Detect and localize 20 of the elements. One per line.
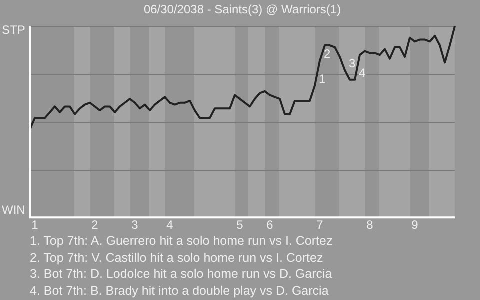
annotation: 1 [319, 72, 326, 86]
chart-title: 06/30/2038 - Saints(3) @ Warriors(1) [144, 2, 342, 17]
x-tick-label: 3 [132, 218, 139, 232]
x-tick-label: 6 [266, 218, 274, 232]
x-tick-label: 9 [412, 218, 419, 232]
text: WIN [2, 202, 26, 217]
text: 2. Top 7th: V. Castillo hit a solo home run vs I. Cortez [30, 250, 324, 266]
annotation: 4 [359, 66, 366, 80]
x-tick-label: 8 [366, 218, 374, 232]
x-tick-label: 4 [166, 218, 174, 232]
x-tick-label: 2 [92, 218, 99, 232]
x-tick-label: 5 [236, 218, 244, 232]
x-tick-label: 1 [32, 218, 39, 232]
x-tick-label: 7 [316, 218, 324, 232]
annotation: 3 [349, 56, 356, 71]
text: 1. Top 7th: A. Guerrero hit a solo home run vs I. Cortez [30, 233, 333, 250]
text: 4. Bot 7th: B. Brady hit into a double play vs D. Garcia [30, 282, 330, 299]
annotation: 2 [324, 47, 331, 62]
text: STP [2, 23, 26, 38]
text: 3. Bot 7th: D. Lodolce hit a solo home run vs D. Garcia [30, 266, 333, 282]
